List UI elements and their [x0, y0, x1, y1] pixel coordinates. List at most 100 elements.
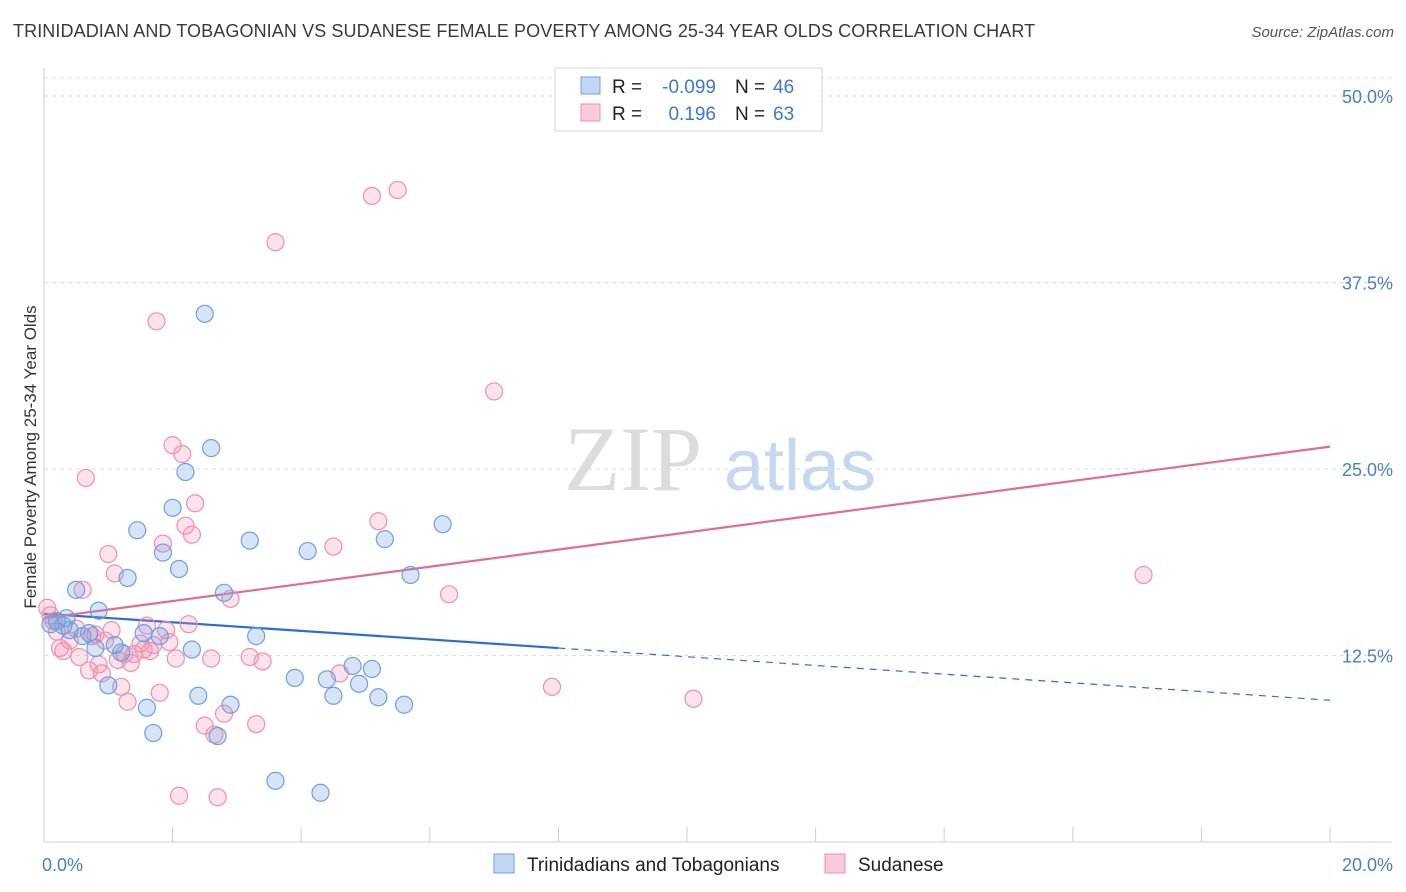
point-sudanese — [179, 615, 198, 634]
point-trinidadian — [369, 688, 388, 707]
point-sudanese — [186, 494, 205, 513]
point-sudanese — [214, 704, 234, 723]
y-tick-label: 37.5% — [1342, 274, 1393, 294]
y-tick-label: 50.0% — [1342, 87, 1393, 107]
legend-n-value-2: 63 — [773, 104, 794, 125]
point-sudanese — [1134, 565, 1153, 585]
point-trinidadian — [57, 609, 76, 628]
point-trinidadian — [247, 627, 266, 646]
axes: 12.5% 25.0% 37.5% 50.0% — [43, 68, 1393, 843]
point-trinidadian — [153, 543, 173, 562]
point-trinidadian — [176, 462, 195, 482]
point-sudanese — [202, 649, 221, 668]
point-sudanese — [247, 715, 266, 734]
point-trinidadian — [99, 676, 118, 695]
y-tick-label: 25.0% — [1342, 460, 1393, 480]
point-trinidadian — [128, 521, 147, 540]
point-trinidadian — [144, 723, 163, 743]
point-sudanese — [369, 512, 388, 531]
trend-lines — [43, 445, 1331, 701]
watermark-atlas: atlas — [724, 426, 876, 506]
point-sudanese — [362, 186, 382, 206]
point-sudanese — [150, 683, 169, 702]
trend-line-trinidadian — [43, 612, 559, 650]
point-sudanese — [485, 382, 504, 401]
point-trinidadian — [89, 601, 108, 620]
watermark-zip: ZIP — [564, 408, 702, 510]
point-sudanese — [147, 312, 166, 331]
point-sudanese — [102, 621, 121, 640]
legend-r-label-1: R = — [612, 77, 642, 98]
point-trinidadian — [394, 695, 414, 714]
y-tick-label: 12.5% — [1342, 647, 1393, 667]
point-sudanese — [173, 444, 192, 464]
point-trinidadian — [362, 659, 382, 679]
point-trinidadian — [105, 635, 124, 655]
point-sudanese — [169, 786, 189, 805]
point-trinidadian — [86, 638, 105, 658]
point-trinidadian — [317, 670, 337, 689]
point-trinidadian — [208, 726, 227, 746]
point-trinidadian — [221, 695, 240, 714]
point-trinidadian — [195, 304, 214, 323]
x-tick-label-max: 20.0% — [1342, 855, 1393, 875]
bottom-legend-label-trinidadian: Trinidadians and Tobagonians — [527, 855, 779, 876]
point-sudanese — [439, 585, 459, 604]
point-trinidadian — [311, 783, 330, 802]
point-trinidadian — [150, 627, 169, 646]
point-trinidadian — [343, 656, 362, 676]
chart-title: TRINIDADIAN AND TOBAGONIAN VS SUDANESE F… — [13, 21, 1036, 41]
point-trinidadian — [401, 565, 420, 585]
point-trinidadian — [324, 686, 343, 705]
stats-legend: R = -0.099 N = 46 R = 0.196 N = 63 — [554, 67, 823, 132]
bottom-legend-swatch-trinidadian — [493, 853, 515, 874]
point-sudanese — [95, 631, 115, 650]
point-trinidadian — [112, 643, 131, 662]
y-axis-label: Female Poverty Among 25-34 Year Olds — [21, 305, 40, 608]
legend-swatch-sudanese — [580, 103, 601, 122]
point-trinidadian — [240, 531, 259, 550]
point-sudanese — [50, 638, 70, 658]
point-sudanese — [160, 632, 179, 652]
point-trinidadian — [67, 580, 86, 599]
point-sudanese — [118, 692, 137, 711]
point-trinidadian — [118, 568, 137, 588]
point-trinidadian — [189, 686, 208, 705]
point-sudanese — [253, 652, 272, 671]
legend-swatch-trinidadian — [580, 76, 601, 95]
point-trinidadian — [298, 541, 317, 561]
legend-n-label-1: N = — [735, 77, 765, 98]
point-sudanese — [208, 788, 227, 807]
legend-n-value-1: 46 — [773, 77, 794, 98]
point-sudanese — [324, 537, 343, 556]
point-trinidadian — [137, 698, 156, 717]
point-trinidadian — [375, 530, 394, 549]
point-trinidadian — [202, 439, 221, 458]
bottom-legend-label-sudanese: Sudanese — [858, 855, 944, 876]
point-trinidadian — [169, 559, 189, 579]
point-sudanese — [99, 544, 118, 564]
legend-r-label-2: R = — [612, 104, 642, 125]
legend-r-value-2: 0.196 — [668, 104, 716, 125]
point-trinidadian — [182, 640, 201, 659]
point-sudanese — [542, 677, 562, 696]
point-trinidadian — [163, 498, 182, 517]
x-tick-label-min: 0.0% — [42, 855, 83, 875]
data-points — [38, 180, 1153, 807]
point-trinidadian — [214, 583, 234, 602]
point-trinidadian — [134, 624, 153, 643]
grid — [44, 77, 1392, 656]
point-trinidadian — [266, 771, 285, 790]
series-legend: Trinidadians and Tobagonians Sudanese — [493, 853, 944, 876]
point-sudanese — [176, 516, 195, 535]
point-sudanese — [166, 649, 185, 668]
trend-line-sudanese — [43, 445, 1331, 620]
legend-n-label-2: N = — [735, 104, 765, 125]
point-sudanese — [70, 647, 89, 667]
bottom-legend-swatch-sudanese — [824, 853, 846, 874]
point-sudanese — [73, 580, 92, 599]
point-sudanese — [76, 468, 95, 488]
point-sudanese — [54, 641, 73, 661]
legend-r-value-1: -0.099 — [662, 77, 716, 98]
